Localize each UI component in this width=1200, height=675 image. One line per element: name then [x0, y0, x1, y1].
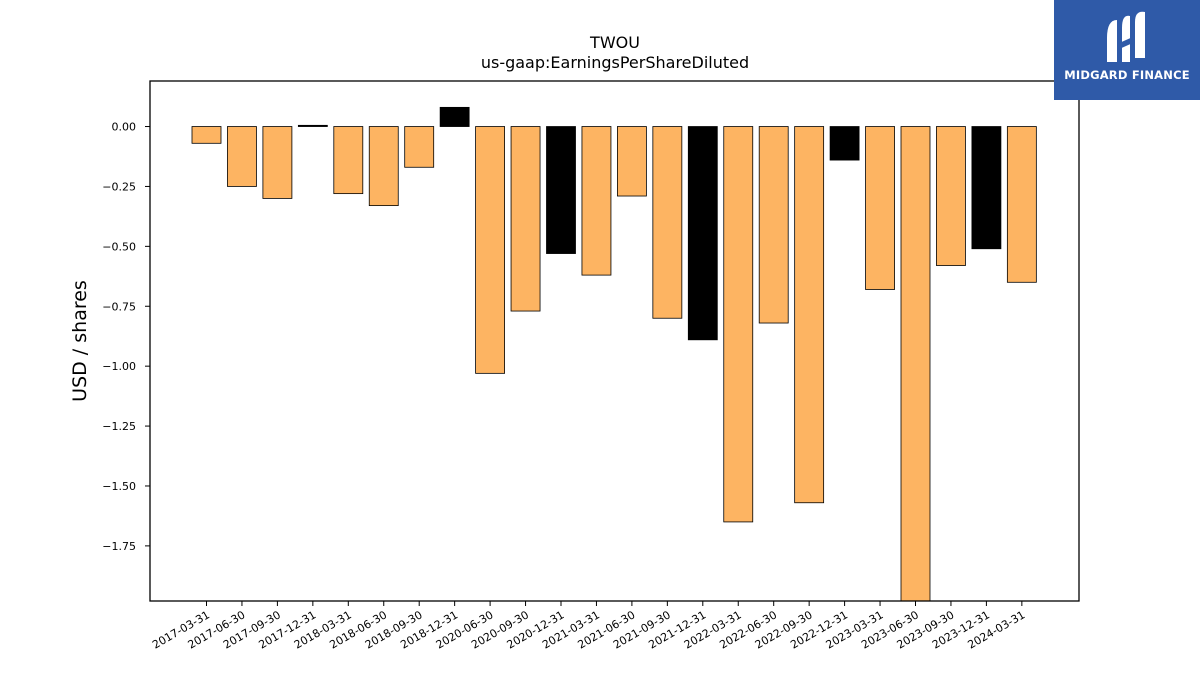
bar-2021-12-31: [687, 126, 718, 341]
bar-2020-06-30: [475, 126, 506, 374]
y-axis-label: USD / shares: [69, 280, 91, 402]
brand-logo: MIDGARD FINANCE: [1054, 0, 1200, 100]
x-axis: 2017-03-312017-06-302017-09-302017-12-31…: [150, 601, 1027, 652]
bar-2023-09-30: [936, 126, 966, 266]
y-tick-label: 0.00: [112, 121, 137, 134]
brand-name: MIDGARD FINANCE: [1064, 68, 1190, 82]
y-tick-label: −1.75: [102, 540, 136, 553]
y-tick-label: −1.25: [102, 420, 136, 433]
bar-2024-03-31: [1006, 126, 1037, 283]
bar-2021-06-30: [617, 126, 647, 197]
bar-2023-06-30: [900, 126, 931, 602]
bar-2021-03-31: [581, 126, 612, 276]
bar-2017-03-31: [191, 126, 222, 144]
bar-2017-06-30: [227, 126, 257, 187]
bar-2018-06-30: [368, 126, 399, 207]
y-tick-label: −0.25: [102, 180, 136, 193]
bars: [191, 106, 1037, 602]
bar-2023-12-31: [971, 126, 1002, 250]
y-tick-label: −0.75: [102, 300, 136, 313]
bar-2022-03-31: [723, 126, 754, 523]
bar-2021-09-30: [652, 126, 683, 319]
bar-2020-09-30: [510, 126, 541, 312]
y-axis: 0.00 −0.25 −0.50 −0.75 −1.00 −1.25 −1.50 −1.75: [102, 121, 150, 553]
bar-2018-12-31: [439, 106, 470, 127]
bar-2023-03-31: [865, 126, 895, 290]
bar-2022-09-30: [794, 126, 825, 504]
midgard-logo-icon: [1107, 11, 1145, 62]
bar-2022-12-31: [829, 126, 860, 161]
y-tick-label: −0.50: [102, 240, 136, 253]
chart-title: TWOU: [589, 33, 640, 52]
y-tick-label: −1.50: [102, 480, 136, 493]
bar-2017-09-30: [262, 126, 293, 199]
bar-2018-03-31: [333, 126, 364, 195]
bar-2022-06-30: [758, 126, 789, 324]
y-tick-label: −1.00: [102, 360, 136, 373]
chart-subtitle: us-gaap:EarningsPerShareDiluted: [481, 53, 749, 72]
plot-frame: [149, 80, 1080, 602]
bar-2018-09-30: [404, 126, 435, 168]
bar-2017-12-31: [297, 124, 328, 127]
bar-2020-12-31: [546, 126, 576, 254]
